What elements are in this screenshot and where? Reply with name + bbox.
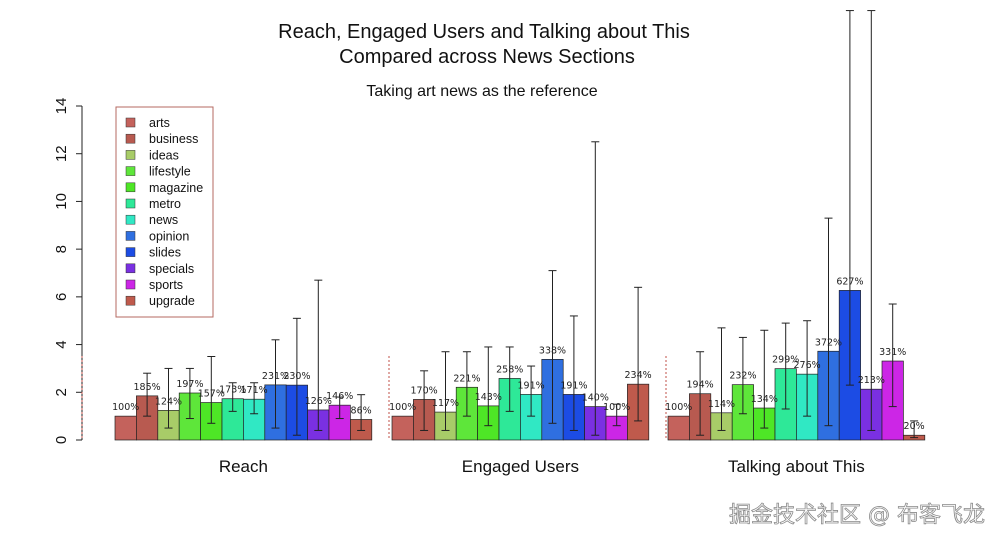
- category-label: Reach: [219, 457, 268, 476]
- data-label: 194%: [687, 380, 714, 391]
- legend-swatch-metro: [125, 198, 136, 209]
- bar-arts-talking-about-this: [667, 415, 690, 441]
- legend-swatch-arts: [125, 117, 136, 128]
- legend-label-arts: arts: [149, 116, 170, 130]
- data-label: 124%: [155, 396, 182, 407]
- data-label: 117%: [432, 398, 459, 409]
- legend-swatch-lifestyle: [125, 166, 136, 176]
- data-label: 157%: [198, 389, 225, 400]
- category-label: Talking about This: [728, 457, 865, 476]
- data-label: 197%: [176, 379, 203, 390]
- y-tick-label: 2: [53, 388, 70, 396]
- legend-swatch-ideas: [125, 150, 136, 160]
- data-labels: 100% 185% 124% 197%157%173%171% 231%230% 126%…: [112, 276, 925, 432]
- y-tick-label: 4: [53, 340, 70, 348]
- y-tick-label: 14: [53, 98, 70, 115]
- category-labels: Reach Engaged Users Talking about This: [219, 457, 865, 476]
- y-tick-label: 12: [53, 145, 70, 162]
- y-tick-label: 6: [53, 293, 70, 301]
- legend-label-metro: metro: [149, 197, 181, 211]
- legend: arts business ideas lifestyle magazine metro n…: [115, 106, 214, 318]
- data-label: 100%: [112, 402, 139, 413]
- chart-title-line-2: Compared across News Sections: [339, 46, 635, 68]
- bar-arts-engaged-users: [391, 415, 414, 441]
- y-axis-ticks: 0 2 4 6 8 10 12 14: [53, 98, 82, 444]
- data-label: 140%: [582, 393, 609, 404]
- data-label: 627%: [836, 276, 863, 287]
- data-label: 258%: [496, 364, 523, 375]
- data-label: 114%: [708, 399, 735, 410]
- data-label: 191%: [518, 380, 545, 391]
- data-label: 126%: [305, 396, 332, 407]
- category-label: Engaged Users: [462, 457, 579, 476]
- legend-swatch-business: [125, 133, 136, 144]
- data-label: 234%: [625, 370, 652, 381]
- data-label: 171%: [241, 385, 268, 396]
- chart-subtitle: Taking art news as the reference: [366, 83, 597, 100]
- data-label: 173%: [219, 385, 246, 396]
- legend-label-magazine: magazine: [149, 181, 203, 195]
- data-label: 331%: [879, 347, 906, 358]
- data-label: 191%: [560, 380, 587, 391]
- data-label: 372%: [815, 337, 842, 348]
- data-label: 100%: [389, 402, 416, 413]
- data-label: 338%: [539, 345, 566, 356]
- data-label: 170%: [411, 385, 438, 396]
- data-label: 143%: [475, 392, 502, 403]
- legend-swatch-upgrade: [125, 295, 136, 306]
- legend-label-upgrade: upgrade: [149, 294, 195, 308]
- legend-label-news: news: [149, 213, 178, 227]
- legend-label-lifestyle: lifestyle: [149, 165, 191, 179]
- data-label: 146%: [326, 391, 353, 402]
- data-label: 185%: [134, 382, 161, 393]
- legend-swatch-magazine: [125, 182, 136, 193]
- y-tick-label: 8: [53, 245, 70, 253]
- error-bars: [81, 10, 919, 440]
- legend-swatch-news: [125, 214, 136, 225]
- data-label: 221%: [453, 373, 480, 384]
- data-label: 230%: [283, 371, 310, 382]
- y-tick-label: 0: [53, 436, 70, 444]
- data-label: 100%: [665, 402, 692, 413]
- legend-swatch-slides: [125, 247, 136, 257]
- legend-label-specials: specials: [149, 262, 194, 276]
- legend-label-business: business: [149, 132, 198, 146]
- data-label: 213%: [858, 375, 885, 386]
- legend-swatch-specials: [125, 263, 136, 274]
- legend-swatch-sports: [125, 279, 136, 290]
- data-label: 134%: [751, 394, 778, 405]
- data-label: 86%: [351, 405, 372, 416]
- chart-title-line-1: Reach, Engaged Users and Talking about T…: [278, 21, 690, 43]
- data-label: 299%: [772, 355, 799, 366]
- legend-swatch-opinion: [125, 231, 136, 241]
- legend-label-slides: slides: [149, 246, 181, 260]
- legend-label-opinion: opinion: [149, 229, 189, 243]
- data-label: 231%: [262, 371, 289, 382]
- y-tick-label: 10: [53, 193, 70, 210]
- data-label: 100%: [603, 402, 630, 413]
- data-label: 232%: [729, 371, 756, 382]
- watermark: 掘金技术社区 @ 布客飞龙: [729, 503, 985, 528]
- bar-arts-reach: [114, 415, 137, 441]
- legend-label-ideas: ideas: [149, 148, 179, 162]
- legend-label-sports: sports: [149, 278, 183, 292]
- data-label: 276%: [794, 360, 821, 371]
- data-label: 20%: [904, 421, 925, 432]
